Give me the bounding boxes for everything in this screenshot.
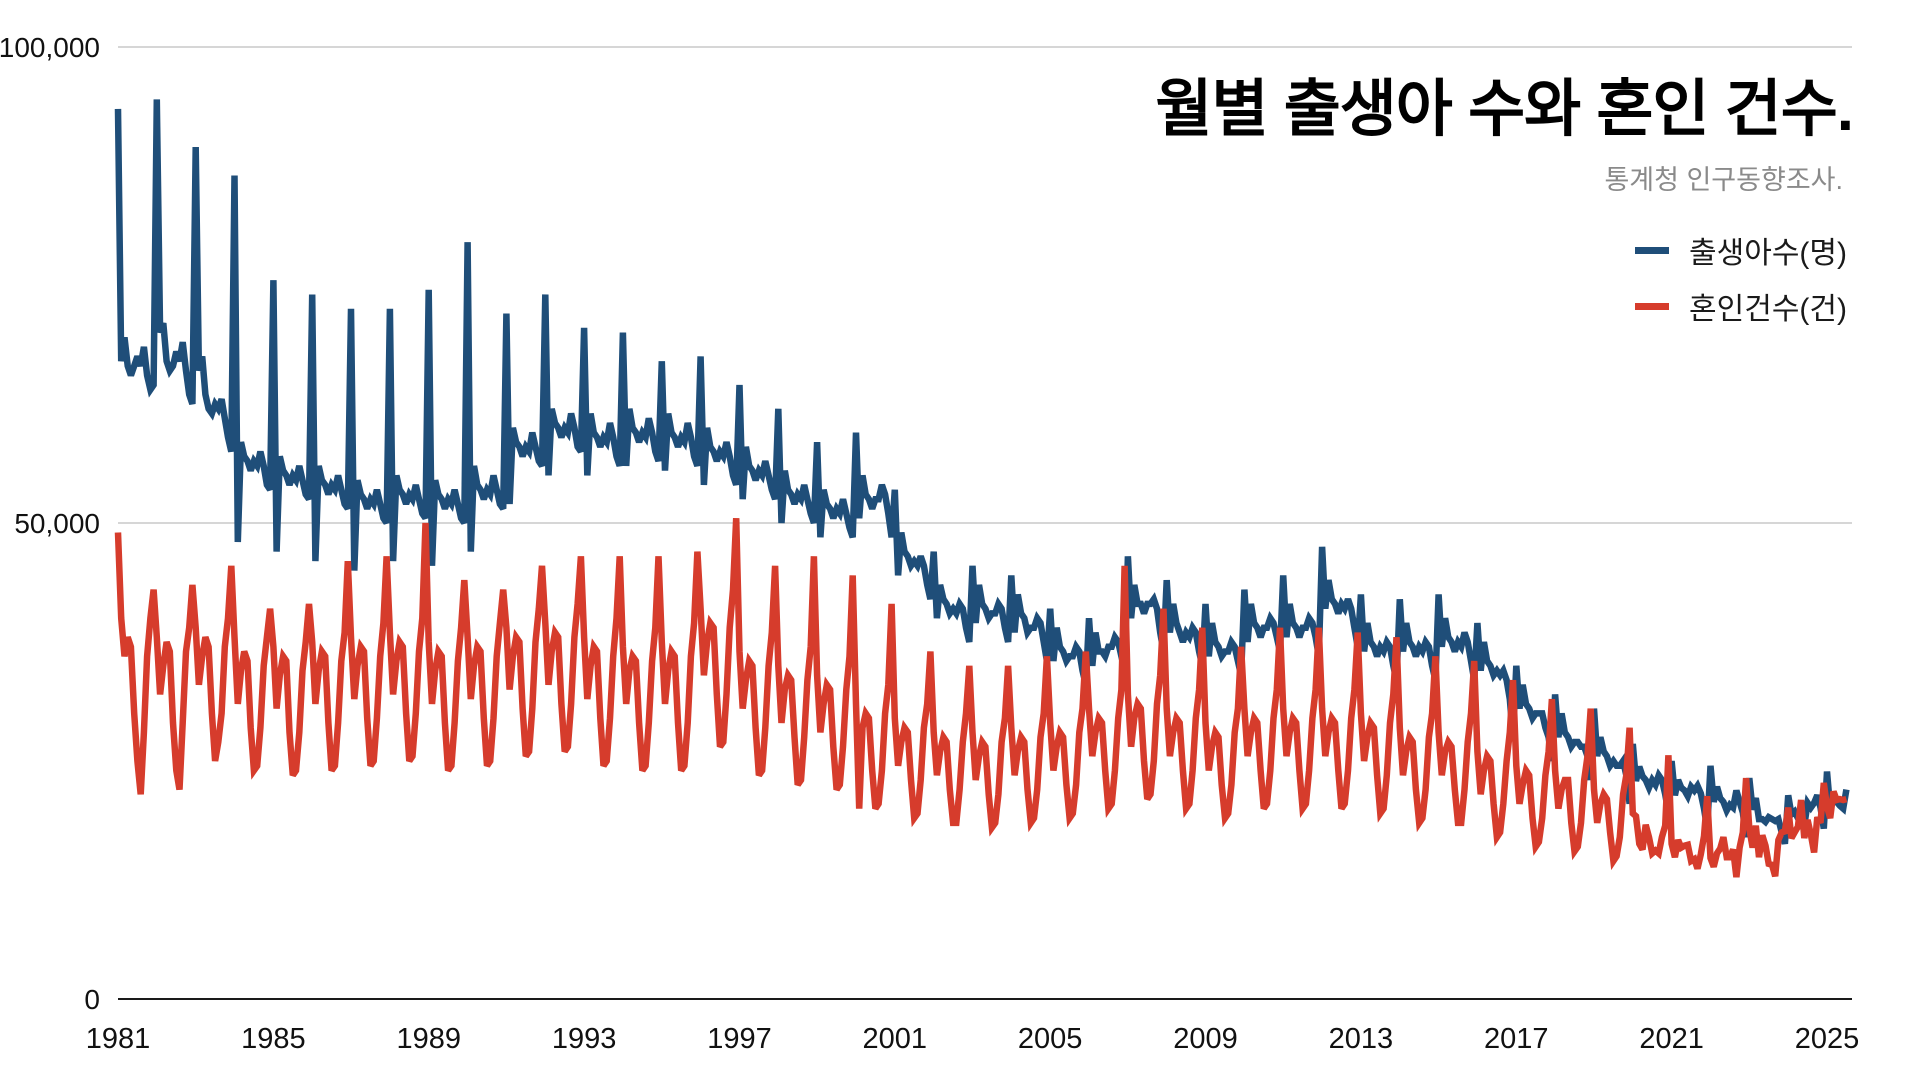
y-tick-label: 50,000 [14,508,100,539]
chart-title: 월별 출생아 수와 혼인 건수. [1155,75,1854,144]
marriages-line-swatch-icon [1635,302,1670,310]
x-tick-label: 1981 [86,1023,151,1055]
y-tick-label: 0 [84,984,100,1015]
chart-source-caption: 통계청 인구동향조사. [1604,165,1843,195]
x-tick-label: 2025 [1795,1023,1860,1055]
x-tick-label: 1993 [552,1023,617,1055]
x-tick-label: 2005 [1018,1023,1083,1055]
births-line-swatch-icon [1635,246,1670,254]
data-series [114,99,1850,878]
legend-item-births: 출생아수(명) [1635,228,1847,272]
x-tick-label: 2013 [1329,1023,1394,1055]
x-tick-label: 1989 [396,1023,461,1055]
x-axis-labels: 1981 1985 1989 1993 1997 2001 2005 2009 2013 2017… [86,1023,1860,1055]
legend: 출생아수(명) 혼인건수(건) [1635,228,1847,328]
x-tick-label: 2017 [1484,1023,1549,1055]
x-tick-label: 2009 [1173,1023,1238,1055]
x-tick-label: 1985 [241,1023,306,1055]
y-axis-labels: 100,000 50,000 0 [0,32,100,1015]
x-tick-label: 2021 [1639,1023,1704,1055]
y-tick-label: 100,000 [0,32,100,63]
legend-label-births: 출생아수(명) [1689,237,1847,270]
marriages-line-series [114,518,1848,878]
gridlines [118,46,1852,1000]
births-line-series [114,99,1850,845]
x-tick-label: 1997 [707,1023,772,1055]
legend-item-marriages: 혼인건수(건) [1635,284,1847,328]
legend-label-marriages: 혼인건수(건) [1689,293,1847,326]
x-tick-label: 2001 [863,1023,928,1055]
